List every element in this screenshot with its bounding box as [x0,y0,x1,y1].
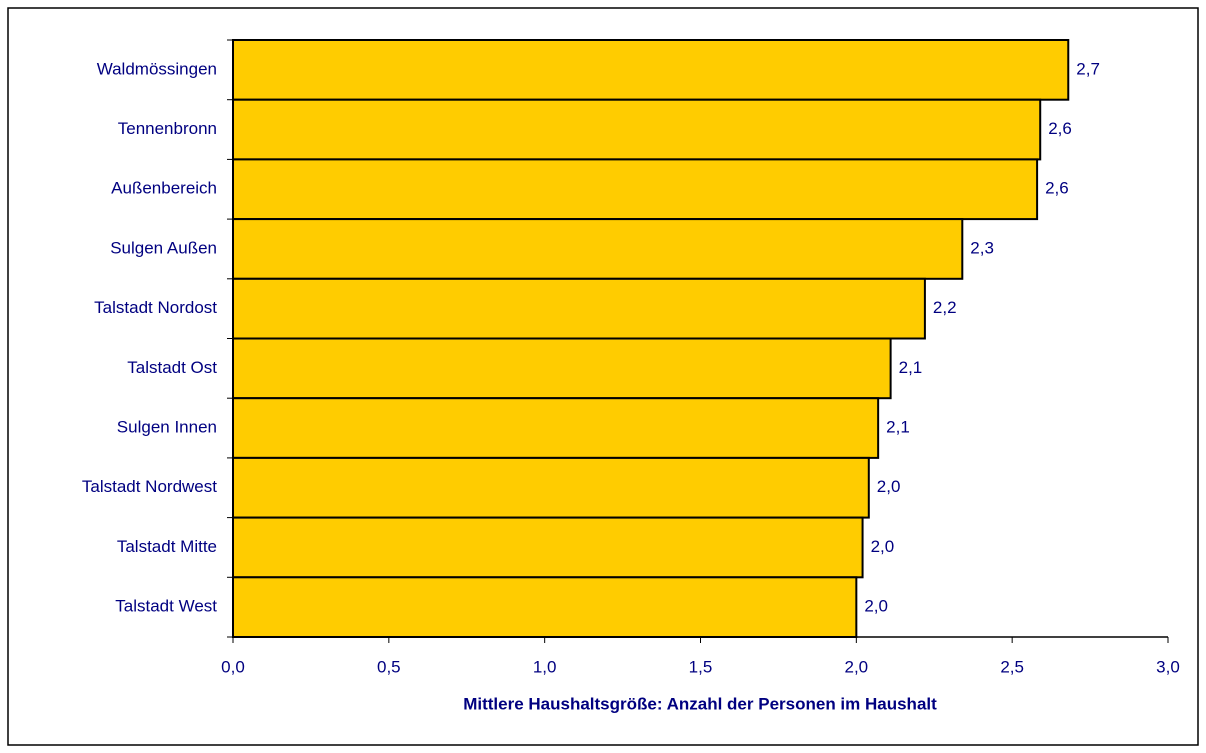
x-tick-label: 1,0 [533,657,557,676]
bar [232,98,1042,161]
x-tick-label: 2,0 [845,657,869,676]
x-tick-label: 0,5 [377,657,401,676]
bar [232,337,892,400]
x-tick-label: 0,0 [221,657,245,676]
y-tick-label: Außenbereich [111,179,217,198]
bar [232,39,1070,101]
value-label: 2,1 [886,418,910,437]
value-label: 2,3 [970,238,994,257]
y-tick-label: Talstadt West [115,597,217,616]
bar [232,218,964,280]
value-label: 2,0 [864,597,888,616]
y-tick-label: Sulgen Außen [110,238,217,257]
y-tick-label: Tennenbronn [118,119,217,138]
value-label: 2,7 [1076,59,1100,78]
y-tick-label: Talstadt Ost [127,358,217,377]
bar [232,397,880,459]
bar [232,516,864,579]
value-label: 2,1 [899,358,923,377]
bar [232,576,858,638]
bar [232,158,1039,221]
value-label: 2,0 [877,477,901,496]
value-label: 2,6 [1048,119,1072,138]
x-tick-label: 2,5 [1000,657,1024,676]
value-label: 2,0 [871,537,895,556]
y-tick-label: Talstadt Nordost [94,298,217,317]
bar [232,456,870,519]
bar [232,277,926,340]
x-tick-label: 1,5 [689,657,713,676]
x-axis-title: Mittlere Haushaltsgröße: Anzahl der Pers… [463,694,937,713]
x-tick-label: 3,0 [1156,657,1180,676]
value-label: 2,6 [1045,179,1069,198]
y-tick-label: Talstadt Nordwest [82,477,217,496]
value-label: 2,2 [933,298,957,317]
y-tick-label: Sulgen Innen [117,418,217,437]
y-tick-label: Waldmössingen [97,59,217,78]
y-tick-label: Talstadt Mitte [117,537,217,556]
